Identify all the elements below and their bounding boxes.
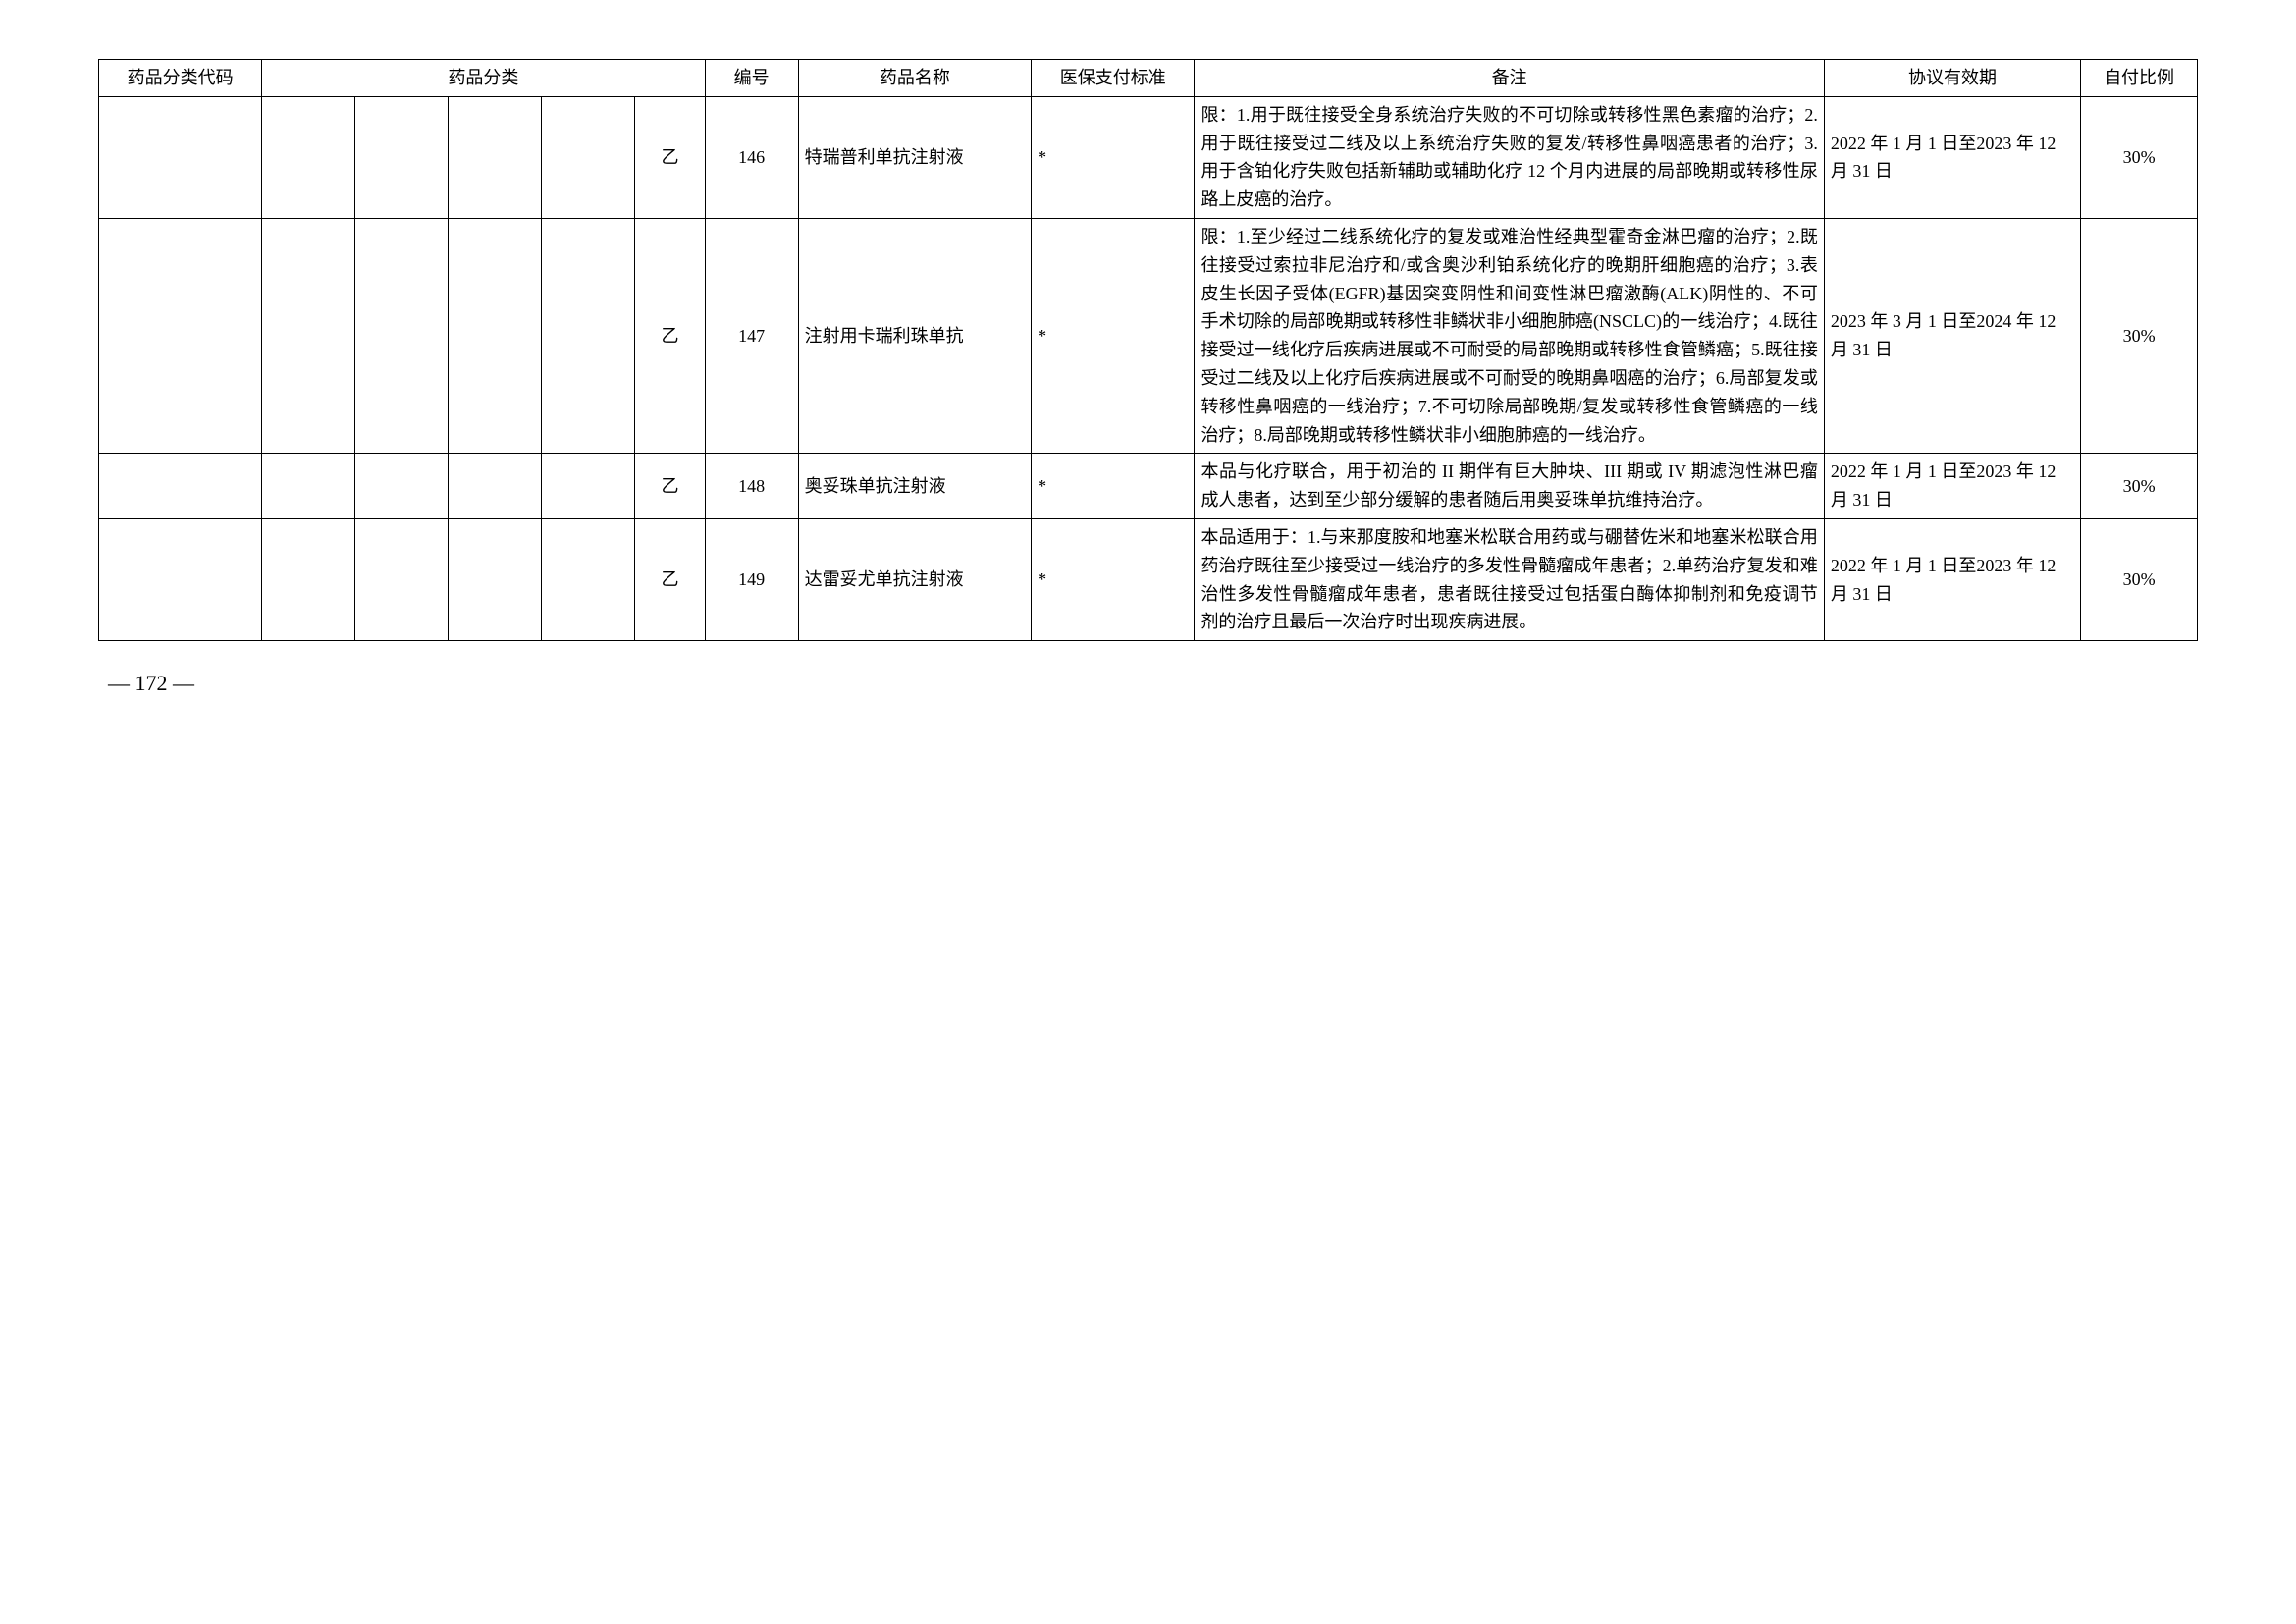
cell-cat4 (542, 454, 635, 519)
cell-cat3 (449, 454, 542, 519)
cell-cat5: 乙 (635, 518, 705, 640)
cell-cat2 (355, 518, 449, 640)
cell-cat1 (262, 454, 355, 519)
cell-cat2 (355, 454, 449, 519)
cell-note: 本品与化疗联合，用于初治的 II 期伴有巨大肿块、III 期或 IV 期滤泡性淋… (1195, 454, 1824, 519)
cell-name: 达雷妥尤单抗注射液 (798, 518, 1032, 640)
header-pay: 医保支付标准 (1032, 60, 1195, 97)
cell-cat5: 乙 (635, 454, 705, 519)
cell-note: 限：1.至少经过二线系统化疗的复发或难治性经典型霍奇金淋巴瘤的治疗；2.既往接受… (1195, 218, 1824, 453)
cell-pay: * (1032, 218, 1195, 453)
cell-code (99, 518, 262, 640)
cell-note: 限：1.用于既往接受全身系统治疗失败的不可切除或转移性黑色素瘤的治疗；2.用于既… (1195, 96, 1824, 218)
cell-valid: 2022 年 1 月 1 日至2023 年 12 月 31 日 (1824, 96, 2080, 218)
cell-cat5: 乙 (635, 218, 705, 453)
cell-name: 注射用卡瑞利珠单抗 (798, 218, 1032, 453)
table-row: 乙146特瑞普利单抗注射液*限：1.用于既往接受全身系统治疗失败的不可切除或转移… (99, 96, 2198, 218)
cell-seq: 147 (705, 218, 798, 453)
cell-cat1 (262, 518, 355, 640)
cell-note: 本品适用于：1.与来那度胺和地塞米松联合用药或与硼替佐米和地塞米松联合用药治疗既… (1195, 518, 1824, 640)
cell-cat1 (262, 218, 355, 453)
cell-name: 特瑞普利单抗注射液 (798, 96, 1032, 218)
cell-cat4 (542, 96, 635, 218)
cell-cat3 (449, 218, 542, 453)
cell-cat3 (449, 96, 542, 218)
cell-code (99, 96, 262, 218)
cell-valid: 2022 年 1 月 1 日至2023 年 12 月 31 日 (1824, 454, 2080, 519)
cell-pay: * (1032, 454, 1195, 519)
header-name: 药品名称 (798, 60, 1032, 97)
header-note: 备注 (1195, 60, 1824, 97)
cell-code (99, 454, 262, 519)
cell-seq: 148 (705, 454, 798, 519)
header-category: 药品分类 (262, 60, 705, 97)
header-code: 药品分类代码 (99, 60, 262, 97)
table-row: 乙149达雷妥尤单抗注射液*本品适用于：1.与来那度胺和地塞米松联合用药或与硼替… (99, 518, 2198, 640)
cell-cat4 (542, 518, 635, 640)
cell-cat1 (262, 96, 355, 218)
header-seq: 编号 (705, 60, 798, 97)
table-row: 乙147注射用卡瑞利珠单抗*限：1.至少经过二线系统化疗的复发或难治性经典型霍奇… (99, 218, 2198, 453)
cell-self: 30% (2081, 518, 2198, 640)
cell-valid: 2022 年 1 月 1 日至2023 年 12 月 31 日 (1824, 518, 2080, 640)
header-valid: 协议有效期 (1824, 60, 2080, 97)
cell-cat3 (449, 518, 542, 640)
cell-self: 30% (2081, 218, 2198, 453)
cell-cat2 (355, 218, 449, 453)
page-number: — 172 — (98, 671, 2198, 696)
cell-pay: * (1032, 518, 1195, 640)
table-row: 乙148奥妥珠单抗注射液*本品与化疗联合，用于初治的 II 期伴有巨大肿块、II… (99, 454, 2198, 519)
cell-self: 30% (2081, 454, 2198, 519)
drug-table: 药品分类代码 药品分类 编号 药品名称 医保支付标准 备注 协议有效期 自付比例… (98, 59, 2198, 641)
cell-cat4 (542, 218, 635, 453)
cell-valid: 2023 年 3 月 1 日至2024 年 12 月 31 日 (1824, 218, 2080, 453)
cell-name: 奥妥珠单抗注射液 (798, 454, 1032, 519)
cell-cat5: 乙 (635, 96, 705, 218)
cell-cat2 (355, 96, 449, 218)
cell-seq: 146 (705, 96, 798, 218)
cell-code (99, 218, 262, 453)
table-header-row: 药品分类代码 药品分类 编号 药品名称 医保支付标准 备注 协议有效期 自付比例 (99, 60, 2198, 97)
cell-self: 30% (2081, 96, 2198, 218)
header-self: 自付比例 (2081, 60, 2198, 97)
cell-seq: 149 (705, 518, 798, 640)
cell-pay: * (1032, 96, 1195, 218)
